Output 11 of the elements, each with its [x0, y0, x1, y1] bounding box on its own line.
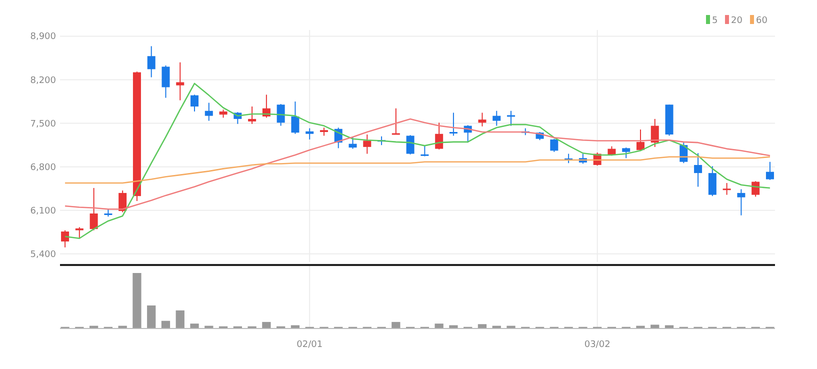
legend-label: 60: [756, 16, 768, 26]
y-tick-label: 5,400: [30, 250, 56, 260]
legend-label: 5: [712, 16, 718, 26]
y-tick-label: 7,500: [30, 119, 56, 130]
legend-label: 20: [731, 16, 743, 26]
y-tick-label: 6,800: [30, 162, 56, 173]
y-tick-label: 8,200: [30, 76, 56, 86]
y-tick-label: 8,900: [30, 32, 56, 42]
x-tick-label: 03/02: [584, 340, 610, 350]
x-tick-label: 02/01: [296, 340, 323, 350]
y-tick-label: 6,100: [30, 206, 56, 216]
